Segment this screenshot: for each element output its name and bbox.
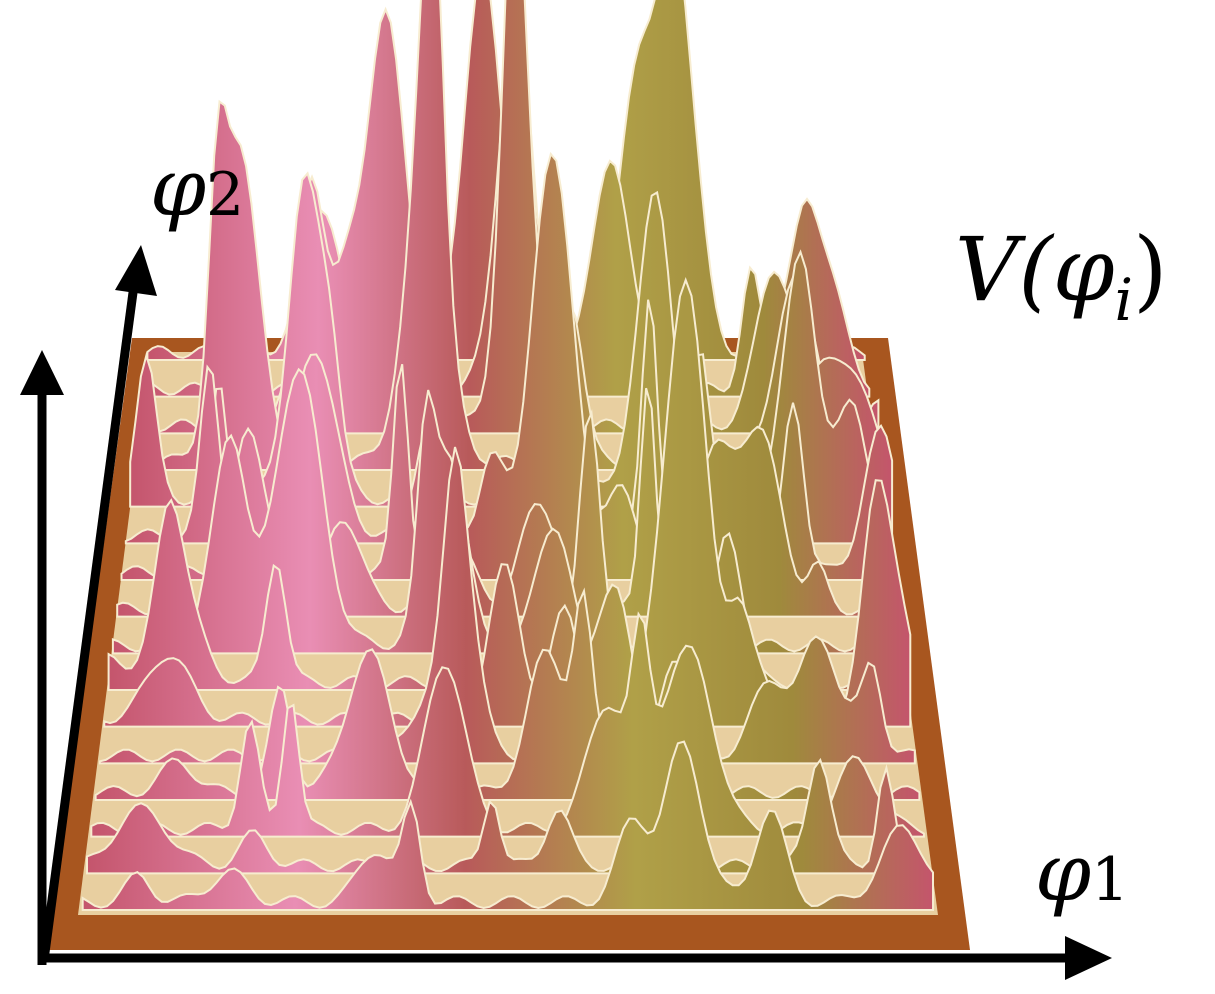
- label-subscript: 2: [206, 160, 244, 230]
- label-base: φ: [1035, 826, 1091, 919]
- arrowhead: [20, 350, 64, 395]
- label-subscript: 1: [1091, 845, 1129, 915]
- arrowhead: [1065, 936, 1112, 980]
- label-close: ): [1133, 218, 1167, 321]
- label-base: V(φ: [955, 218, 1115, 321]
- phi1-label: φ1: [1035, 826, 1129, 919]
- label-base: φ: [150, 141, 206, 234]
- potential-label: V(φi): [955, 218, 1167, 334]
- landscape-figure: φ2 V(φi) φ1: [0, 0, 1215, 994]
- arrowhead: [115, 245, 157, 296]
- label-subscript: i: [1115, 266, 1134, 334]
